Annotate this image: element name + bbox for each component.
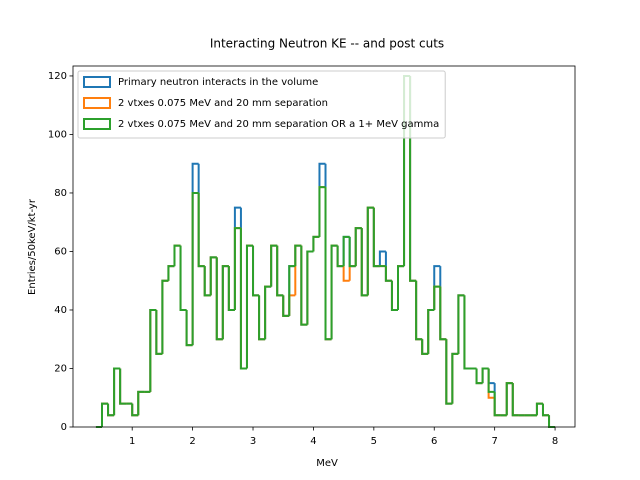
histogram-step bbox=[378, 250, 386, 267]
x-tick-label: 5 bbox=[371, 436, 377, 447]
histogram-step bbox=[131, 403, 139, 417]
histogram-step bbox=[409, 75, 417, 282]
histogram-step bbox=[360, 228, 368, 297]
histogram-step bbox=[366, 206, 374, 296]
histogram-step bbox=[475, 368, 483, 385]
y-axis-label: Entries/50keV/kt-yr bbox=[27, 198, 38, 295]
histogram-step bbox=[239, 228, 247, 370]
histogram-step bbox=[264, 285, 272, 340]
histogram-step bbox=[463, 295, 471, 370]
histogram-step bbox=[481, 367, 489, 384]
histogram-step bbox=[354, 227, 362, 267]
histogram-step bbox=[294, 244, 302, 267]
histogram-step bbox=[330, 244, 338, 340]
histogram-step bbox=[149, 308, 157, 392]
y-tick-label: 80 bbox=[54, 188, 67, 199]
histogram-step bbox=[348, 236, 356, 268]
plot-frame bbox=[72, 65, 576, 428]
histogram-step bbox=[312, 235, 320, 252]
legend-swatch bbox=[83, 118, 111, 130]
histogram-step bbox=[203, 266, 211, 297]
histogram-step bbox=[487, 368, 495, 393]
histogram-step bbox=[397, 265, 405, 310]
legend-label: 2 vtxes 0.075 MeV and 20 mm separation O… bbox=[118, 119, 439, 130]
histogram-step bbox=[324, 187, 332, 341]
histogram-step bbox=[493, 391, 501, 417]
histogram-step bbox=[137, 390, 145, 416]
histogram-step bbox=[197, 192, 205, 268]
histogram-step bbox=[342, 266, 350, 282]
histogram-step bbox=[215, 257, 223, 341]
histogram-step bbox=[439, 286, 447, 341]
x-tick-label: 2 bbox=[189, 436, 195, 447]
histogram-step bbox=[427, 308, 435, 354]
histogram-step bbox=[421, 339, 429, 355]
histogram-step bbox=[185, 309, 193, 347]
histogram-step bbox=[173, 244, 181, 267]
y-tick-label: 60 bbox=[54, 246, 67, 257]
legend-swatch bbox=[83, 76, 111, 88]
histogram-step bbox=[541, 403, 550, 417]
histogram-step bbox=[258, 295, 266, 341]
histogram-step bbox=[342, 235, 350, 267]
histogram-step bbox=[191, 191, 199, 346]
y-tick-label: 40 bbox=[54, 305, 67, 316]
x-tick-label: 3 bbox=[250, 436, 256, 447]
histogram-step bbox=[107, 403, 115, 417]
x-axis-label: MeV bbox=[316, 458, 338, 469]
legend-label: Primary neutron interacts in the volume bbox=[118, 77, 318, 88]
y-tick-label: 20 bbox=[54, 363, 67, 374]
histogram-step bbox=[348, 265, 356, 281]
histogram-step bbox=[221, 265, 229, 340]
chart-title: Interacting Neutron KE -- and post cuts bbox=[210, 37, 444, 51]
legend-label: 2 vtxes 0.075 MeV and 20 mm separation bbox=[118, 98, 328, 109]
histogram-step bbox=[384, 266, 392, 282]
histogram-step bbox=[119, 368, 127, 405]
y-tick-label: 120 bbox=[48, 71, 67, 82]
x-tick-label: 6 bbox=[431, 436, 437, 447]
histogram-step bbox=[167, 265, 175, 281]
legend: Primary neutron interacts in the volume 2… bbox=[77, 70, 446, 139]
x-tick-label: 1 bbox=[129, 436, 135, 447]
histogram-step bbox=[288, 265, 296, 316]
histogram-step bbox=[451, 352, 459, 404]
histogram-step bbox=[245, 244, 254, 369]
histogram-step bbox=[415, 280, 423, 341]
x-tick-label: 4 bbox=[310, 436, 316, 447]
histogram-step bbox=[505, 382, 513, 416]
histogram-step bbox=[535, 402, 543, 416]
histogram-step bbox=[161, 279, 169, 354]
histogram-step bbox=[433, 285, 441, 310]
histogram-step bbox=[155, 309, 163, 355]
histogram-step bbox=[227, 266, 235, 311]
y-tick-label: 0 bbox=[61, 422, 67, 433]
histogram-step bbox=[457, 294, 465, 354]
histogram-step bbox=[318, 186, 326, 237]
histogram-step bbox=[209, 256, 217, 296]
histogram-step bbox=[336, 245, 344, 268]
histogram-step bbox=[252, 245, 260, 297]
histogram-step bbox=[282, 295, 290, 317]
legend-frame bbox=[77, 70, 446, 139]
histogram-step bbox=[548, 415, 556, 428]
legend-swatch bbox=[83, 97, 111, 109]
histogram-step bbox=[233, 227, 241, 310]
histogram-step bbox=[445, 339, 453, 405]
histogram-step bbox=[390, 280, 399, 311]
histogram-step bbox=[276, 245, 284, 297]
histogram-step bbox=[270, 244, 278, 287]
histogram-step bbox=[511, 383, 519, 417]
histogram-step bbox=[100, 402, 109, 427]
x-tick-label: 8 bbox=[552, 436, 558, 447]
histogram-step bbox=[300, 245, 308, 326]
histogram-step bbox=[372, 207, 380, 268]
x-tick-label: 7 bbox=[491, 436, 497, 447]
histogram-step bbox=[113, 367, 121, 416]
histogram-series bbox=[95, 74, 556, 428]
y-tick-label: 100 bbox=[48, 129, 67, 140]
histogram-step bbox=[306, 250, 314, 325]
histogram-step bbox=[179, 245, 187, 311]
